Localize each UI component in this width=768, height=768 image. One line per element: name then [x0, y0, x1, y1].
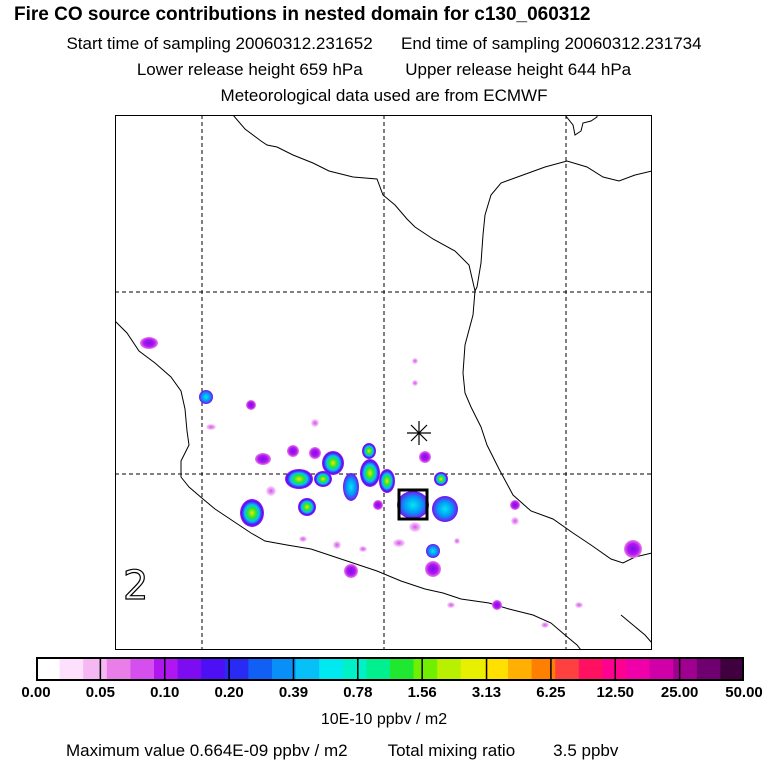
colorbar-tick-label: 0.05: [85, 684, 115, 701]
colorbar-frame: [36, 657, 744, 681]
colorbar-tick-label: 0.20: [214, 684, 244, 701]
colorbar-segment: [36, 657, 61, 681]
colorbar-segment: [130, 657, 155, 681]
colorbar-tick-label: 25.00: [660, 684, 699, 701]
colorbar-segment: [460, 657, 485, 681]
colorbar-segment: [437, 657, 462, 681]
colorbar-segment: [696, 657, 721, 681]
colorbar-segment: [508, 657, 533, 681]
colorbar-segment: [626, 657, 651, 681]
colorbar-segment: [154, 657, 179, 681]
colorbar-segment: [555, 657, 580, 681]
met-data-note: Meteorological data used are from ECMWF: [220, 86, 548, 105]
sampling-box: [397, 488, 429, 521]
colorbar-segment: [177, 657, 202, 681]
release-heights: Lower release height 659 hPa Upper relea…: [0, 60, 768, 80]
colorbar-tick-label: 1.56: [407, 684, 437, 701]
start-time: Start time of sampling 20060312.231652: [66, 34, 373, 53]
end-time: End time of sampling 20060312.231734: [401, 34, 702, 53]
lower-release-height: Lower release height 659 hPa: [136, 60, 363, 79]
coastline: [115, 115, 652, 650]
colorbar-segment: [673, 657, 698, 681]
colorbar-segment: [720, 657, 744, 681]
colorbar-segment: [366, 657, 391, 681]
colorbar-tick-label: 3.13: [471, 684, 502, 701]
emission-sources: [140, 337, 642, 628]
colorbar-tick-label: 12.50: [596, 684, 635, 701]
colorbar-ticks: 0.00 0.05 0.10 0.20 0.39 0.78 1.56 3.13 6.25 12.5…: [0, 684, 768, 706]
colorbar-segment: [578, 657, 603, 681]
asterisk-release-point: [407, 421, 431, 445]
colorbar-segment: [319, 657, 344, 681]
colorbar-segment: [83, 657, 108, 681]
colorbar-segment: [342, 657, 367, 681]
colorbar-segment: [248, 657, 273, 681]
colorbar-segment: [272, 657, 297, 681]
colorbar-segment: [484, 657, 509, 681]
upper-release-height: Upper release height 644 hPa: [405, 60, 632, 79]
colorbar-segment: [390, 657, 415, 681]
map-title: Fire CO source contributions in nested d…: [14, 4, 591, 25]
map-panel: 2: [115, 115, 652, 650]
colorbar: [36, 657, 744, 681]
colorbar-segment: [59, 657, 84, 681]
colorbar-segment: [649, 657, 674, 681]
colorbar-tick-label: 50.00: [725, 684, 763, 701]
colorbar-tick-label: 0.39: [278, 684, 309, 701]
colorbar-tick-label: 0.10: [150, 684, 180, 701]
colorbar-segment: [602, 657, 627, 681]
sampling-times: Start time of sampling 20060312.231652 E…: [0, 34, 768, 54]
colorbar-tick-label: 0.00: [21, 684, 51, 701]
colorbar-segment: [106, 657, 131, 681]
colorbar-segment: [413, 657, 438, 681]
maximum-value: Maximum value 0.664E-09 ppbv / m2: [66, 741, 348, 760]
colorbar-segment: [531, 657, 556, 681]
colorbar-segment: [295, 657, 320, 681]
colorbar-units: 10E-10 ppbv / m2: [320, 711, 448, 728]
colorbar-tick-label: 0.78: [343, 684, 373, 701]
panel-label: 2: [123, 563, 148, 609]
total-mixing-ratio-value: 3.5 ppbv: [553, 741, 619, 760]
map-frame: [115, 115, 652, 650]
total-mixing-ratio-label: Total mixing ratio: [387, 741, 516, 760]
summary-footer: Maximum value 0.664E-09 ppbv / m2 Total m…: [66, 741, 618, 761]
colorbar-segment: [201, 657, 226, 681]
colorbar-tick-label: 6.25: [536, 684, 566, 701]
